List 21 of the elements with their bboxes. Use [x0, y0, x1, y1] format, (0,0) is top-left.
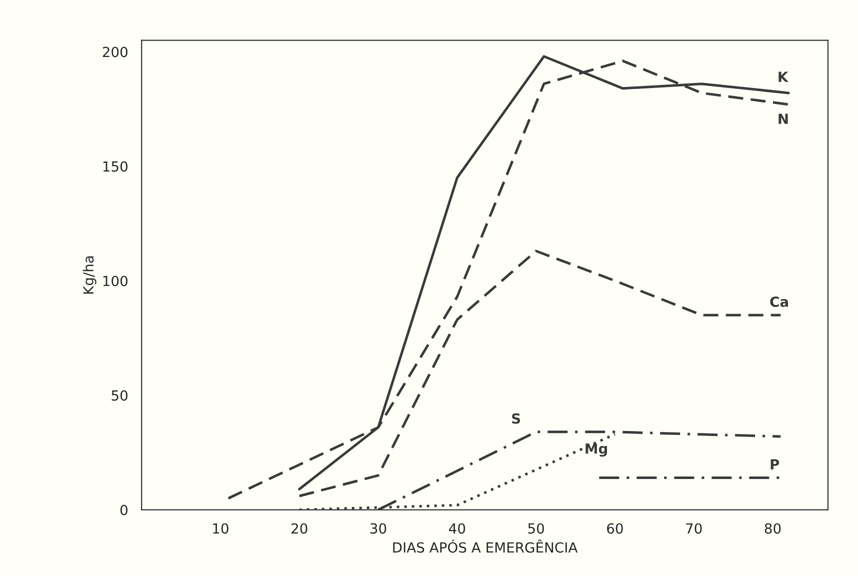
series-label: P: [770, 459, 780, 470]
series-label: K: [778, 72, 789, 82]
y-tick-label: 200: [102, 46, 128, 58]
series-label: S: [512, 413, 520, 424]
series-label: Ca: [770, 296, 788, 307]
series-label: Mg: [586, 444, 607, 457]
y-tick-label: 50: [112, 390, 128, 401]
x-tick-label: 30: [370, 523, 386, 534]
x-tick-label: 70: [686, 523, 702, 534]
y-tick-label: 0: [120, 504, 128, 516]
y-tick-label: 100: [103, 276, 128, 286]
x-tick-label: 50: [528, 523, 544, 534]
x-tick-label: 80: [764, 523, 781, 534]
x-tick-label: 60: [607, 523, 623, 534]
y-tick-label: 150: [103, 161, 128, 172]
x-tick-label: 20: [292, 523, 308, 534]
x-tick-label: 10: [213, 523, 228, 534]
x-tick-label: 40: [449, 523, 466, 534]
x-axis-title: DIAS APÓS A EMERGÊNCIA: [393, 540, 578, 553]
y-axis-title: Kg/ha: [82, 256, 96, 294]
series-label: N: [778, 114, 788, 124]
